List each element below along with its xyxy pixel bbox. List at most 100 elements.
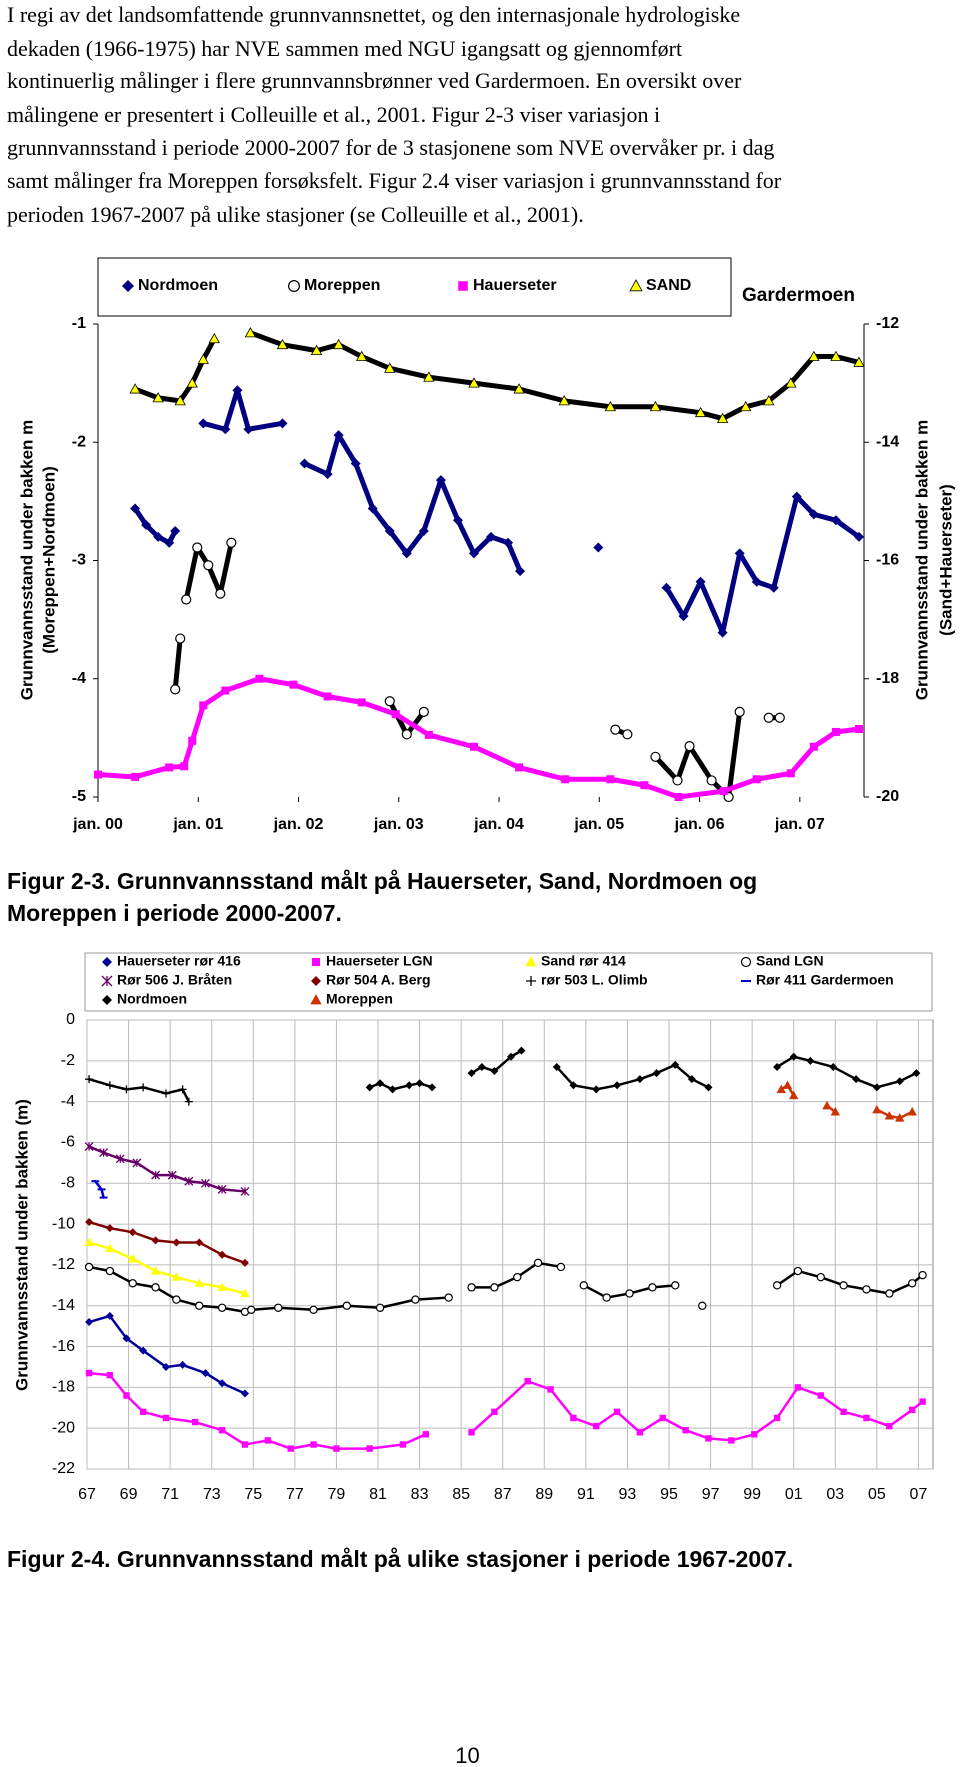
data-point [388, 1085, 397, 1094]
data-point [435, 475, 446, 486]
data-point [192, 542, 203, 553]
x-tick-label: 67 [78, 1486, 96, 1503]
data-point [774, 712, 785, 723]
data-point [907, 1107, 917, 1116]
legend-box [97, 257, 732, 317]
data-point [717, 627, 728, 638]
data-point [153, 531, 164, 542]
y-tick-label: -16 [52, 1338, 75, 1355]
data-point [264, 1437, 272, 1444]
data-point [912, 1069, 921, 1078]
data-point [613, 1081, 622, 1090]
data-point [706, 775, 717, 786]
data-point [170, 684, 181, 695]
data-point [477, 1062, 486, 1071]
data-point [310, 344, 323, 356]
data-point [161, 1089, 170, 1098]
data-point [322, 469, 333, 480]
data-point [517, 1046, 526, 1055]
legend-marker [526, 976, 536, 986]
data-point [165, 763, 174, 772]
data-point [794, 1384, 802, 1391]
data-point [503, 537, 514, 548]
y-tick-label: -22 [52, 1460, 75, 1477]
data-point [186, 377, 198, 388]
data-point [174, 395, 186, 406]
y-tick-label: -8 [61, 1174, 75, 1191]
data-point [533, 1258, 543, 1268]
data-point [751, 576, 762, 587]
data-point [524, 1378, 531, 1385]
series-line [87, 1220, 247, 1265]
data-point [636, 1429, 644, 1436]
data-point [650, 751, 661, 762]
data-point [199, 701, 208, 710]
legend-marker [458, 281, 468, 291]
data-point [622, 729, 633, 740]
data-point [85, 1318, 94, 1327]
data-point [763, 395, 775, 406]
x-tick-label: 99 [743, 1486, 761, 1503]
y-tick-label: -10 [52, 1215, 75, 1232]
legend-label: Rør 504 A. Berg [326, 972, 431, 988]
data-point [853, 356, 865, 367]
legend-label: Hauerseter LGN [326, 953, 433, 969]
data-point [122, 1085, 131, 1094]
data-point [401, 548, 412, 559]
y2-tick-label: -12 [876, 315, 899, 332]
data-point [839, 1281, 848, 1290]
data-point [188, 736, 197, 745]
data-point [830, 350, 842, 361]
data-point [415, 1079, 424, 1088]
x-tick-label: jan. 05 [573, 816, 624, 833]
data-point [167, 1170, 177, 1180]
data-point [220, 424, 231, 435]
data-point [240, 1258, 249, 1267]
data-point [218, 1250, 227, 1259]
data-point [625, 1289, 634, 1298]
data-point [862, 1285, 871, 1294]
data-point [218, 1379, 227, 1388]
y-tick-label: -2 [61, 1052, 75, 1069]
data-point [734, 706, 745, 717]
data-point [171, 1272, 182, 1281]
legend-label: Rør 506 J. Bråten [117, 972, 232, 988]
data-point [217, 1184, 227, 1194]
y-tick-label: -5 [72, 788, 86, 805]
paragraph-line: samt målinger fra Moreppen forsøksfelt. … [7, 168, 782, 193]
data-point [232, 385, 243, 396]
data-point [886, 1422, 893, 1430]
paragraph-line: målingene er presentert i Colleuille et … [7, 102, 661, 127]
data-point [221, 686, 230, 695]
data-point [84, 1237, 94, 1247]
data-point [507, 1052, 516, 1061]
legend-label: Rør 411 Gardermoen [756, 972, 894, 988]
y2-tick-label: -18 [876, 670, 899, 687]
y2-tick-label: -14 [876, 433, 899, 450]
data-point [131, 772, 140, 781]
y-tick-label: -14 [52, 1297, 75, 1314]
data-point [333, 430, 344, 441]
figure-caption: Figur 2-4. Grunnvannsstand målt på ulike… [7, 1546, 794, 1572]
data-point [552, 1062, 561, 1071]
data-point [122, 1334, 131, 1343]
data-point [391, 710, 400, 719]
data-point [384, 696, 395, 707]
legend-label: Nordmoen [138, 277, 218, 294]
y-axis-label: (Moreppen+Nordmoen) [39, 466, 58, 653]
x-tick-label: jan. 06 [674, 816, 725, 833]
data-point [247, 1305, 256, 1315]
legend-marker [101, 975, 113, 987]
page-number: 10 [455, 1743, 480, 1767]
x-tick-label: 07 [910, 1486, 928, 1503]
data-point [218, 1427, 226, 1434]
x-tick-label: 69 [120, 1486, 138, 1503]
y-axis-label: Grunnvannsstand under bakken (m) [12, 1099, 31, 1391]
data-point [217, 1303, 227, 1312]
data-point [610, 724, 621, 735]
x-tick-label: 77 [286, 1486, 304, 1503]
data-point [613, 1408, 621, 1416]
data-point [806, 1056, 815, 1065]
data-point [490, 1283, 499, 1292]
data-point [640, 781, 649, 790]
